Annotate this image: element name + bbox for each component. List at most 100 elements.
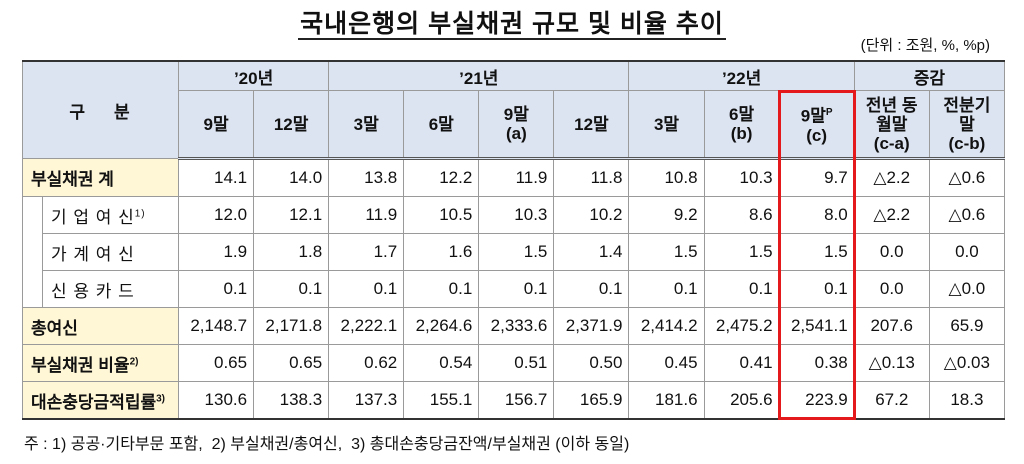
column-sub: (b)	[730, 124, 753, 143]
body-row: 부실채권 비율2) 0.65 0.65 0.62 0.54 0.51 0.50 0.45 0.4…	[22, 344, 1006, 382]
value-cell: 65.9	[928, 307, 1006, 345]
value-cell: 1.5	[703, 233, 780, 271]
value-cell: 10.3	[703, 158, 780, 197]
column-label: 3말	[353, 114, 379, 134]
value-cell: 223.9	[778, 381, 855, 420]
row-label: 부실채권 비율2)	[22, 344, 179, 382]
value-cell: 14.0	[253, 158, 330, 197]
column-label: 3말	[653, 114, 680, 134]
value-cell: 207.6	[853, 307, 930, 345]
value-cell: 8.6	[703, 196, 780, 234]
value-cell: 0.1	[403, 270, 480, 308]
value-cell: 18.3	[928, 381, 1006, 420]
value-cell: 0.65	[253, 344, 330, 382]
value-cell: 9.7	[778, 158, 855, 197]
column-sub: (c)	[806, 125, 828, 145]
value-cell: 2,222.1	[328, 307, 405, 345]
row-label: 총여신	[22, 307, 179, 345]
value-cell: 2,414.2	[628, 307, 705, 345]
column-header: 3말	[328, 90, 405, 160]
value-cell: 181.6	[628, 381, 705, 420]
value-cell: 0.1	[778, 270, 855, 308]
value-cell: △0.6	[928, 158, 1006, 197]
corner-cell: 구 분	[22, 60, 179, 159]
value-cell: 10.2	[553, 196, 630, 234]
row-note: 1)	[134, 207, 146, 219]
value-cell: △0.6	[928, 196, 1006, 234]
body-row: 부실채권 계 14.1 14.0 13.8 12.2 11.9 11.8 10.8 10.3 9.…	[22, 158, 1006, 197]
value-cell: 155.1	[403, 381, 480, 420]
row-label-text: 부실채권 비율	[31, 355, 130, 375]
group-header: ’21년	[328, 60, 630, 91]
value-cell: △0.0	[928, 270, 1006, 308]
column-sub: (c-b)	[948, 133, 986, 153]
row-note: 3)	[156, 392, 166, 404]
value-cell: 2,171.8	[253, 307, 330, 345]
column-header: 전분기말 (c-b)	[928, 90, 1006, 160]
body-row: 기 업 여 신1) 12.0 12.1 11.9 10.5 10.3 10.2 9.2 8.6 8…	[22, 196, 1006, 308]
value-cell: 0.50	[553, 344, 630, 382]
value-cell: 0.62	[328, 344, 405, 382]
value-cell: 1.5	[478, 233, 555, 271]
data-table: 구 분 ’20년 ’21년 ’22년 증감 9말 12말 3말 6말 9말 (a) 12말 3말 6말 (b…	[22, 60, 1006, 420]
value-cell: 130.6	[177, 381, 255, 420]
row-note: 2)	[129, 355, 139, 367]
column-header: 6말 (b)	[703, 90, 780, 160]
column-header: 9말 (a)	[478, 90, 555, 160]
value-cell: 1.7	[328, 233, 405, 271]
row-label-text: 가 계 여 신	[51, 244, 135, 264]
column-label: 12말	[273, 114, 309, 134]
value-cell: 10.3	[478, 196, 555, 234]
value-cell: 2,333.6	[478, 307, 555, 345]
body-row: 가 계 여 신 1.9 1.8 1.7 1.6 1.5 1.4 1.5 1.5 1.5 0.0 0.0	[23, 233, 1006, 271]
value-cell: 1.9	[177, 233, 255, 271]
column-label: 9말	[503, 105, 529, 124]
value-cell: 9.2	[628, 196, 705, 234]
value-cell: 14.1	[177, 158, 255, 197]
value-cell: 0.0	[928, 233, 1006, 271]
column-label: 전분기말	[943, 95, 991, 134]
column-sub: (a)	[505, 124, 527, 143]
value-cell: 1.4	[553, 233, 630, 271]
value-cell: 156.7	[478, 381, 555, 420]
value-cell: 11.8	[553, 158, 630, 197]
value-cell: 0.0	[853, 270, 930, 308]
value-cell: 0.1	[177, 270, 255, 308]
value-cell: 13.8	[328, 158, 405, 197]
value-cell: 2,148.7	[177, 307, 255, 345]
value-cell: 0.65	[177, 344, 255, 382]
value-cell: 11.9	[478, 158, 555, 197]
body-row: 대손충당금적립률3) 130.6 138.3 137.3 155.1 156.7 165.9…	[22, 381, 1006, 420]
row-label-text: 신 용 카 드	[51, 281, 135, 301]
value-cell: △0.03	[928, 344, 1006, 382]
indent-cell	[22, 196, 43, 308]
value-cell: 0.38	[778, 344, 855, 382]
value-cell: 137.3	[328, 381, 405, 420]
value-cell: 12.1	[253, 196, 330, 234]
column-header: 9말P (c)	[778, 90, 855, 160]
title: 국내은행의 부실채권 규모 및 비율 추이	[0, 4, 1024, 40]
value-cell: △2.2	[853, 158, 930, 197]
value-cell: 0.0	[853, 233, 930, 271]
value-cell: 165.9	[553, 381, 630, 420]
value-cell: 0.54	[403, 344, 480, 382]
value-cell: 0.1	[328, 270, 405, 308]
value-cell: 0.1	[253, 270, 330, 308]
value-cell: 0.45	[628, 344, 705, 382]
value-cell: △2.2	[853, 196, 930, 234]
value-cell: △0.13	[853, 344, 930, 382]
value-cell: 0.1	[478, 270, 555, 308]
value-cell: 1.8	[253, 233, 330, 271]
value-cell: 0.51	[478, 344, 555, 382]
value-cell: 1.5	[628, 233, 705, 271]
value-cell: 10.8	[628, 158, 705, 197]
group-header: ’20년	[177, 60, 330, 91]
value-cell: 2,371.9	[553, 307, 630, 345]
column-label: 6말	[729, 105, 755, 124]
value-cell: 2,264.6	[403, 307, 480, 345]
value-cell: 1.6	[403, 233, 480, 271]
value-cell: 67.2	[853, 381, 930, 420]
row-label-text: 부실채권 계	[31, 170, 114, 189]
